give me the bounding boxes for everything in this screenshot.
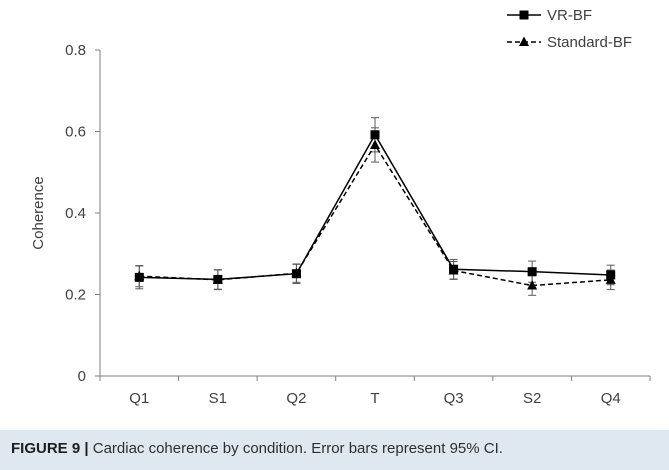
triangle-marker: [370, 139, 380, 149]
y-tick-label: 0.2: [65, 287, 86, 304]
x-tick-label: Q1: [129, 390, 149, 407]
series-line-standard-bf: [139, 143, 611, 287]
y-axis-title: Coherence: [30, 176, 47, 249]
x-tick-label: Q2: [286, 390, 306, 407]
square-marker: [213, 274, 223, 284]
triangle-marker: [519, 36, 529, 46]
legend: VR-BF Standard-BF: [507, 7, 632, 51]
x-tick-label: T: [370, 390, 379, 407]
caption-separator: |: [84, 440, 89, 457]
line-chart: 0 0.2 0.4 0.6 0.8 Q1 S1 Q2 T Q3 S2 Q4 VR-BF Standard…: [30, 7, 651, 407]
caption-text: Cardiac coherence by condition. Error ba…: [92, 440, 503, 457]
axes: 0 0.2 0.4 0.6 0.8 Q1 S1 Q2 T Q3 S2 Q4: [65, 42, 651, 407]
square-marker: [291, 269, 301, 279]
triangle-marker: [527, 280, 538, 290]
square-marker: [519, 10, 529, 20]
y-tick-label: 0.4: [65, 205, 86, 222]
y-tick-label: 0.8: [65, 42, 86, 59]
series: [134, 130, 616, 290]
square-marker: [134, 272, 144, 282]
legend-label: Standard-BF: [547, 34, 632, 51]
x-tick-label: Q3: [444, 390, 464, 407]
figure-caption: FIGURE 9 | Cardiac coherence by conditio…: [0, 430, 669, 470]
square-marker: [527, 267, 537, 277]
square-marker: [606, 270, 616, 280]
x-tick-label: S2: [523, 390, 541, 407]
y-tick-label: 0.6: [65, 124, 86, 141]
x-tick-label: S1: [209, 390, 227, 407]
caption-label: FIGURE 9: [11, 440, 81, 457]
square-marker: [370, 130, 380, 140]
square-marker: [449, 264, 459, 274]
x-tick-label: Q4: [601, 390, 621, 407]
y-tick-label: 0: [78, 368, 86, 385]
legend-label: VR-BF: [547, 7, 592, 24]
